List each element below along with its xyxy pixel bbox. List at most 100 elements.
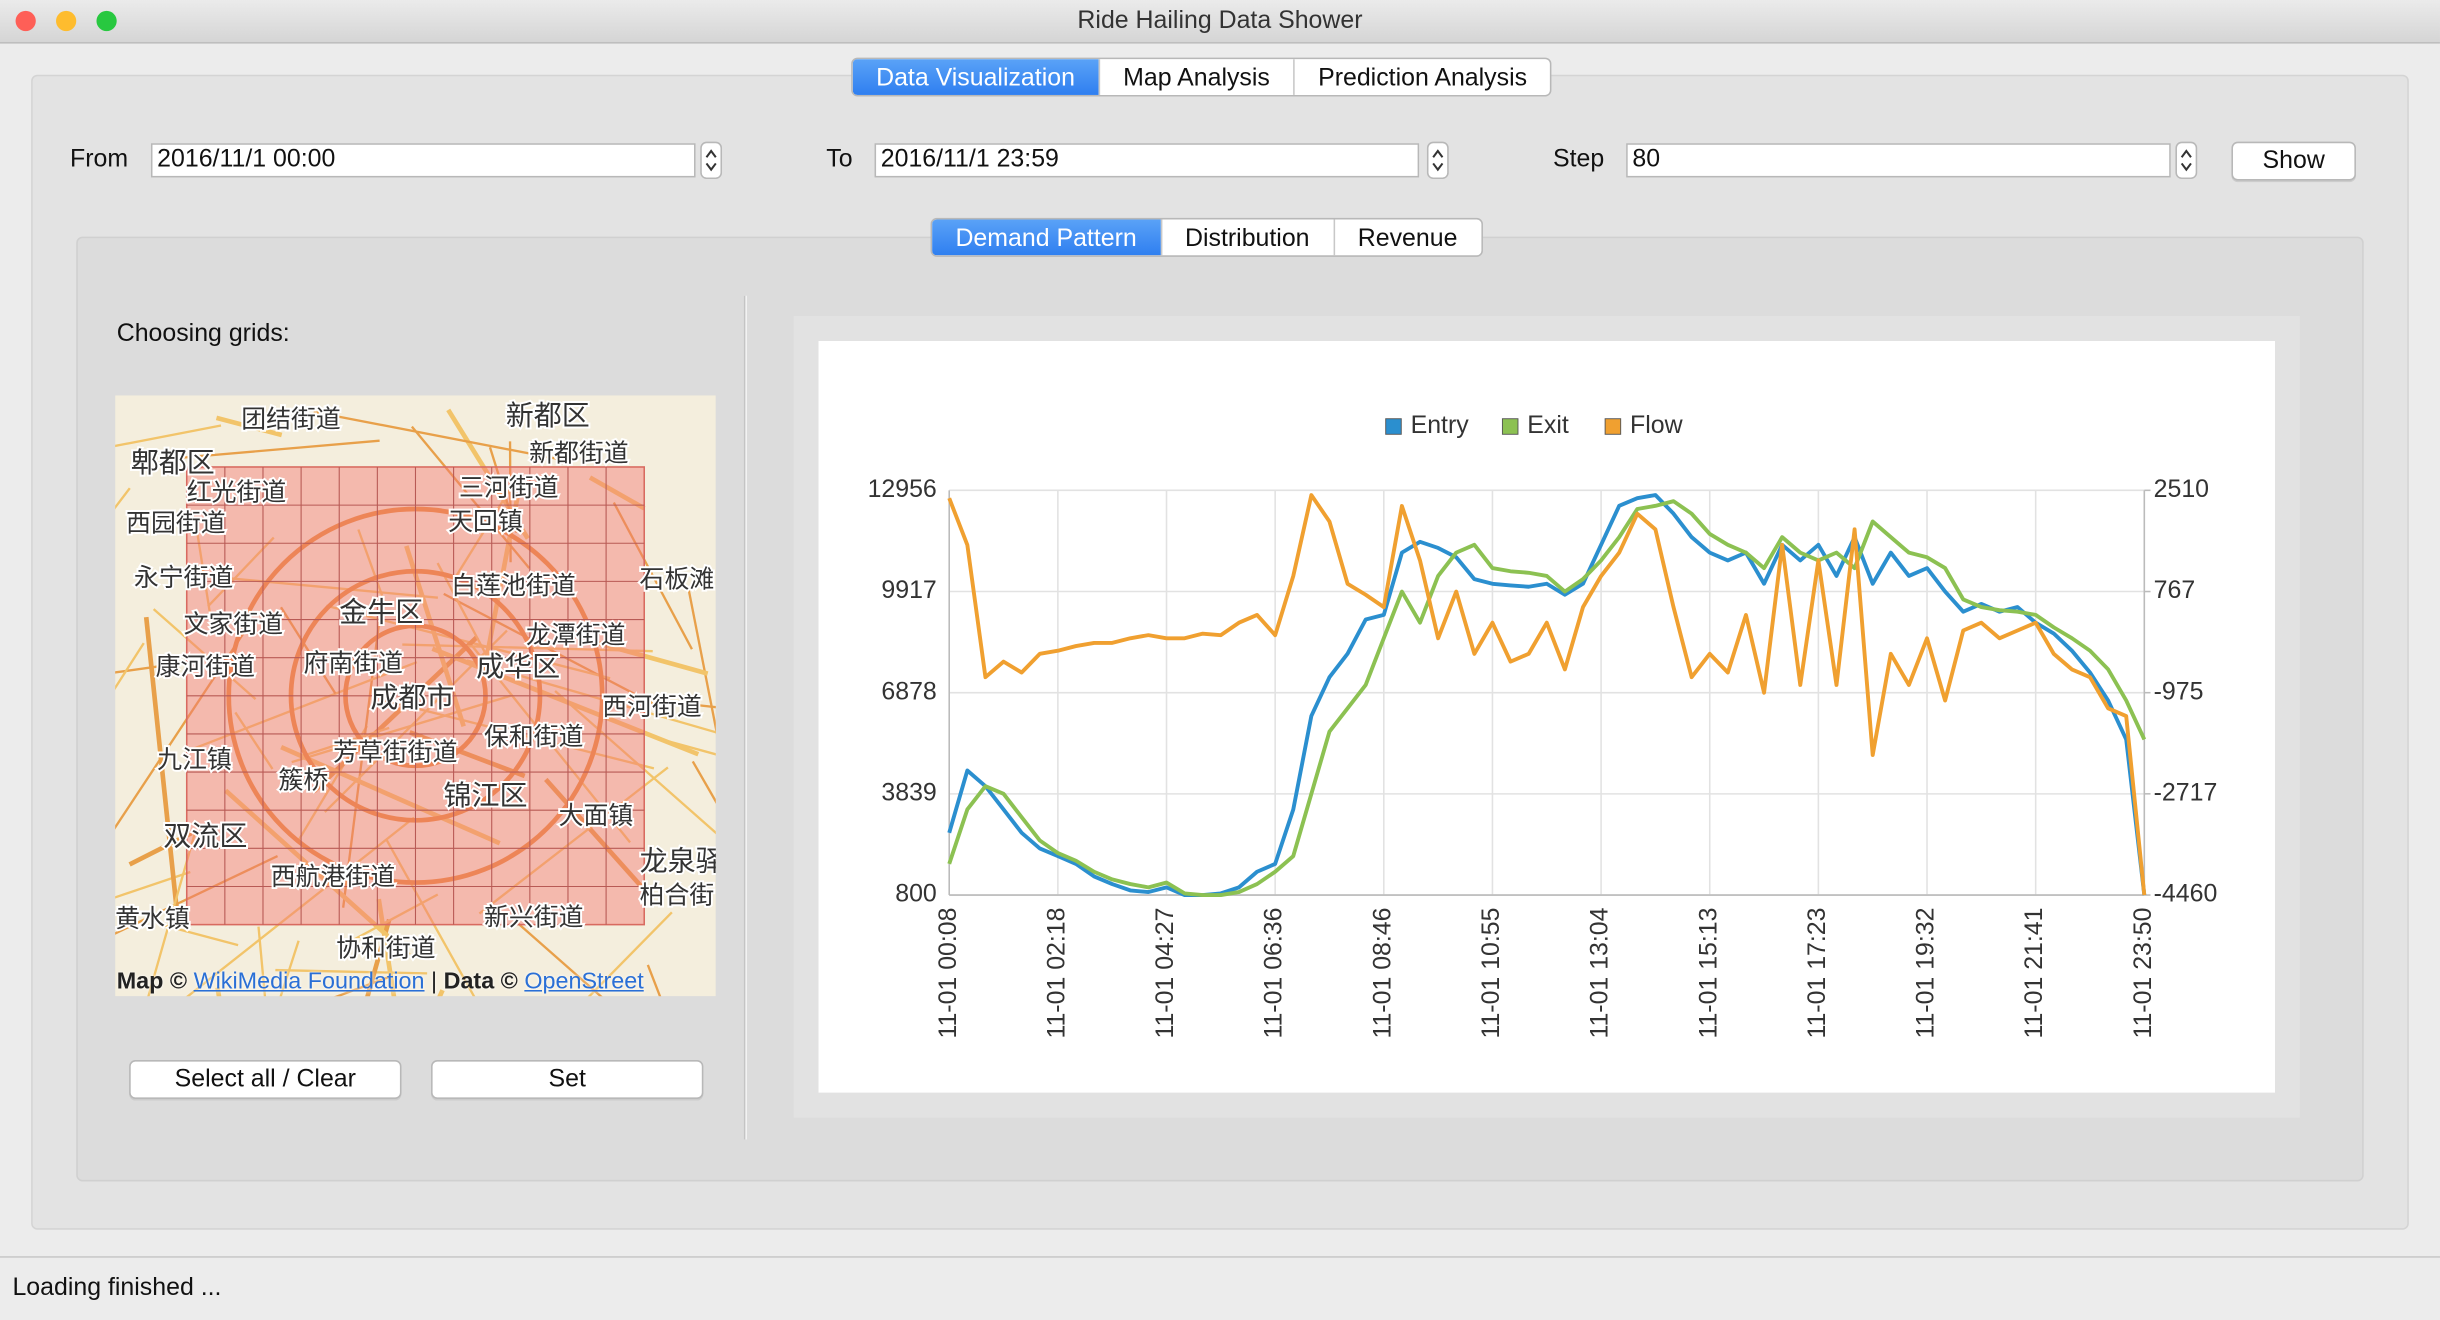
road [410, 425, 531, 569]
map-label: 西航港街道 [271, 862, 395, 891]
road [190, 661, 418, 751]
minimize-button[interactable] [56, 10, 77, 32]
road [408, 730, 526, 779]
map-label: 新兴街道 [484, 902, 584, 931]
step-label: Step [1552, 146, 1605, 173]
x-tick-label: 11-01 21:41 [2020, 907, 2048, 1038]
status-bar [0, 1256, 2440, 1320]
road [179, 439, 380, 460]
road [115, 870, 191, 899]
map-label: 红光街道 [187, 477, 287, 506]
map-label: 簇桥 [279, 765, 329, 794]
road [350, 893, 439, 943]
title-bar: Ride Hailing Data Shower [0, 0, 2440, 44]
map-label: 九江镇 [157, 745, 232, 774]
road [115, 424, 222, 448]
to-label: To [826, 146, 853, 173]
close-button[interactable] [15, 10, 36, 32]
x-tick-label: 11-01 19:32 [1912, 907, 1940, 1038]
road [115, 631, 246, 830]
x-tick-label: 11-01 13:04 [1586, 907, 1614, 1038]
tab[interactable]: Prediction Analysis [1318, 65, 1528, 92]
map-label: 康河街道 [156, 652, 256, 681]
grid-cells [186, 466, 645, 925]
map-label: 石板滩 [640, 565, 715, 594]
to-input[interactable]: 2016/11/1 23:59 [874, 143, 1420, 178]
road [147, 830, 197, 997]
x-tick-label: 11-01 02:18 [1042, 907, 1070, 1038]
road [488, 446, 518, 533]
road [466, 659, 716, 734]
set-button[interactable]: Set [431, 1060, 704, 1099]
x-tick-label: 11-01 06:36 [1260, 907, 1288, 1038]
road [275, 968, 428, 975]
map-label: 永宁街道 [134, 563, 234, 592]
x-tick-label: 11-01 08:46 [1368, 907, 1396, 1038]
to-spinner[interactable] [1426, 141, 1449, 180]
divider [743, 295, 747, 1140]
legend-swatch [1385, 418, 1402, 435]
map-label: 文家街道 [184, 610, 284, 639]
road [376, 898, 397, 997]
select-all-button[interactable]: Select all / Clear [129, 1060, 402, 1099]
road [554, 690, 716, 835]
attribution-link[interactable]: WikiMedia Foundation [193, 968, 425, 995]
sub-tab[interactable]: Demand Pattern [932, 219, 1162, 256]
road [342, 621, 381, 908]
window-title: Ride Hailing Data Shower [1077, 7, 1363, 35]
map-label: 白莲池街道 [451, 571, 575, 600]
road [280, 606, 337, 695]
road [186, 816, 415, 997]
road [279, 940, 300, 997]
attribution-separator: | [431, 968, 438, 995]
road [312, 635, 479, 793]
from-input[interactable]: 2016/11/1 00:00 [150, 143, 696, 178]
road [402, 643, 653, 653]
map-label: 双流区 [163, 819, 247, 852]
road [691, 760, 716, 804]
sub-tab[interactable]: Distribution [1162, 219, 1335, 256]
from-spinner[interactable] [700, 141, 723, 180]
map-label: 成华区 [476, 650, 560, 683]
road [215, 415, 283, 438]
attribution-link[interactable]: OpenStreet [524, 968, 644, 995]
spinner-arrows [1432, 149, 1444, 172]
map-label: 协和街道 [336, 934, 436, 963]
tab[interactable]: Map Analysis [1100, 59, 1295, 95]
zoom-button[interactable] [96, 10, 117, 32]
road [298, 725, 368, 841]
chart-background [818, 340, 2276, 1093]
map-label: 黄水镇 [115, 904, 190, 933]
road [161, 923, 239, 947]
sub-tab[interactable]: Revenue [1357, 225, 1458, 253]
series-line [947, 499, 2147, 897]
x-tick-label: 11-01 15:13 [1694, 907, 1722, 1038]
x-tick-label: 11-01 04:27 [1151, 907, 1179, 1038]
map-label: 大面镇 [559, 801, 634, 830]
tab[interactable]: Data Visualization [852, 59, 1100, 95]
spinner-arrows [2180, 149, 2192, 172]
map-label: 新都街道 [529, 439, 629, 468]
road [128, 831, 193, 867]
map-label: 柏合街 [640, 881, 715, 910]
main-tabs: Data Visualization Map Analysis Prediction… [851, 57, 1552, 97]
series-line [947, 493, 2147, 897]
from-label: From [70, 146, 129, 173]
y-tick-label: 6878 [881, 677, 936, 705]
step-input[interactable]: 80 [1626, 143, 2171, 178]
grid-label: Choosing grids: [116, 320, 290, 348]
legend-label: Flow [1630, 411, 1684, 439]
y2-tick-label: -4460 [2154, 880, 2218, 908]
road [588, 475, 646, 511]
road [446, 408, 530, 540]
sub-tabs: Demand Pattern Distribution Revenue [930, 217, 1483, 257]
road [234, 711, 274, 770]
y2-tick-label: 767 [2154, 576, 2196, 604]
road [143, 616, 181, 925]
y-tick-label: 12956 [868, 475, 937, 503]
show-button[interactable]: Show [2231, 141, 2356, 181]
y-tick-label: 800 [895, 880, 937, 908]
step-spinner[interactable] [2175, 141, 2198, 180]
